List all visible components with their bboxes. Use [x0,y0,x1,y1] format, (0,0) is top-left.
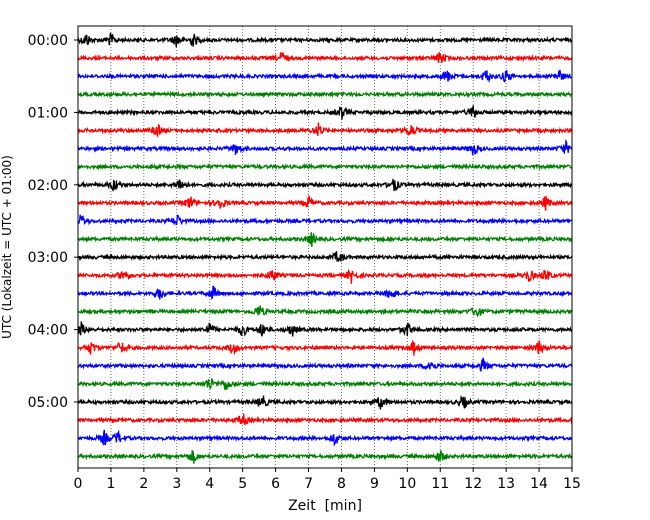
trace-02-00 [77,178,573,192]
trace-02-30 [77,214,573,226]
y-tick-label: 02:00 [28,178,68,194]
plot-frame [77,25,573,469]
x-tick-label: 12 [464,476,482,492]
trace-01-15 [77,122,573,139]
trace-00-45 [77,90,573,99]
trace-05-15 [77,413,573,426]
trace-05-30 [77,429,573,447]
x-tick-label: 5 [238,476,247,492]
y-tick-label: 04:00 [28,323,68,339]
x-tick-label: 7 [304,476,313,492]
x-tick-label: 11 [431,476,449,492]
trace-03-15 [77,268,573,284]
trace-03-30 [77,285,573,301]
y-tick-label: 03:00 [28,250,68,266]
x-tick-label: 9 [370,476,379,492]
trace-00-00 [77,32,573,48]
x-tick-label: 3 [172,476,181,492]
trace-00-15 [77,51,573,63]
x-tick-label: 4 [205,476,214,492]
trace-03-00 [77,250,573,262]
trace-02-15 [77,195,573,211]
x-tick-label: 10 [398,476,416,492]
x-tick-label: 14 [530,476,548,492]
x-tick-label: 2 [139,476,148,492]
trace-01-30 [77,138,573,156]
trace-01-00 [77,105,573,120]
trace-05-45 [77,450,573,464]
y-tick-label: 05:00 [28,395,68,411]
y-tick-label: 00:00 [28,33,68,49]
trace-03-45 [77,305,573,318]
x-tick-label: 8 [337,476,346,492]
x-tick-label: 6 [271,476,280,492]
y-axis: 00:00 01:00 02:00 03:00 04:00 05:00 [28,33,78,411]
y-axis-label: UTC (Lokalzeit = UTC + 01:00) [0,155,14,339]
trace-01-45 [77,162,573,171]
x-tick-label: 1 [106,476,115,492]
trace-04-45 [77,377,573,391]
x-axis-label: Zeit [min] [288,498,362,514]
trace-04-15 [77,339,573,356]
x-tick-label: 0 [74,476,83,492]
trace-05-00 [77,395,573,410]
trace-02-45 [77,232,573,248]
x-tick-label: 15 [563,476,581,492]
y-tick-label: 01:00 [28,105,68,121]
trace-04-00 [77,321,573,337]
x-axis: 0 1 2 3 4 5 6 7 8 9 10 11 12 13 14 15 [74,468,581,492]
trace-04-30 [77,357,573,373]
trace-00-30 [77,69,573,84]
trace-group [77,32,573,464]
x-tick-label: 13 [497,476,515,492]
